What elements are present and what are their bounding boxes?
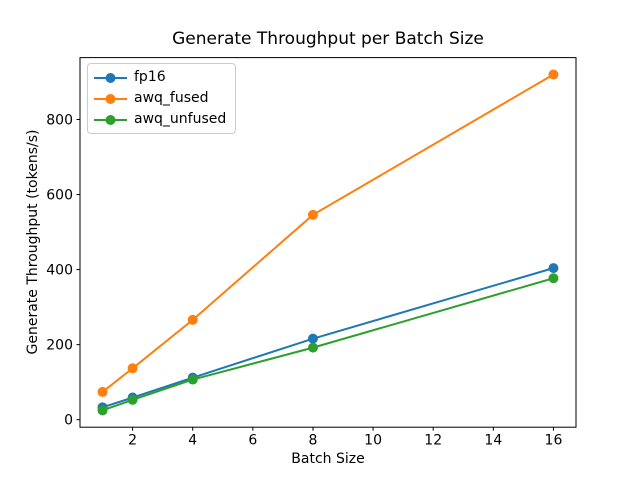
- legend-item-awq-fused: awq_fused: [93, 88, 226, 109]
- data-point-awq_unfused: [127, 394, 138, 405]
- data-point-awq_fused: [548, 69, 559, 80]
- data-point-fp16: [548, 263, 559, 274]
- x-tick-label: 10: [364, 433, 382, 449]
- data-point-awq_fused: [187, 314, 198, 325]
- data-point-awq_unfused: [187, 374, 198, 385]
- x-axis-label: Batch Size: [291, 451, 365, 467]
- data-point-fp16: [307, 333, 318, 344]
- x-tick-label: 4: [188, 433, 197, 449]
- legend-marker-icon: [105, 93, 116, 104]
- line-marker-swatch: [94, 114, 127, 125]
- x-tick-label: 8: [309, 433, 318, 449]
- x-tick-label: 2: [128, 433, 137, 449]
- legend-item-fp16: fp16: [93, 67, 226, 88]
- x-tick-label: 16: [545, 433, 563, 449]
- legend-marker-icon: [105, 114, 116, 125]
- chart-title: Generate Throughput per Batch Size: [172, 29, 484, 49]
- x-tick-label: 6: [248, 433, 257, 449]
- legend-item-awq-unfused: awq_unfused: [93, 109, 226, 130]
- legend: fp16 awq_fused awq_unfused: [87, 63, 237, 134]
- x-tick-label: 12: [424, 433, 442, 449]
- legend-label-awq-fused: awq_fused: [134, 90, 209, 106]
- x-tick-label: 14: [484, 433, 502, 449]
- line-marker-swatch: [94, 93, 127, 104]
- data-point-awq_fused: [307, 209, 318, 220]
- y-tick-label: 200: [46, 338, 73, 354]
- data-point-awq_unfused: [97, 405, 108, 416]
- y-tick-label: 600: [46, 188, 73, 204]
- data-point-awq_unfused: [307, 342, 318, 353]
- data-point-awq_unfused: [548, 273, 559, 284]
- y-tick-label: 0: [64, 413, 73, 429]
- y-tick-label: 800: [46, 113, 73, 129]
- data-point-awq_fused: [97, 386, 108, 397]
- y-tick-label: 400: [46, 263, 73, 279]
- legend-label-awq-unfused: awq_unfused: [134, 111, 227, 127]
- axes-spines: [79, 57, 577, 428]
- series-line-awq_unfused: [102, 277, 554, 412]
- legend-label-fp16: fp16: [134, 69, 166, 85]
- data-point-awq_fused: [127, 363, 138, 374]
- legend-marker-icon: [105, 72, 116, 83]
- line-marker-swatch: [94, 72, 127, 83]
